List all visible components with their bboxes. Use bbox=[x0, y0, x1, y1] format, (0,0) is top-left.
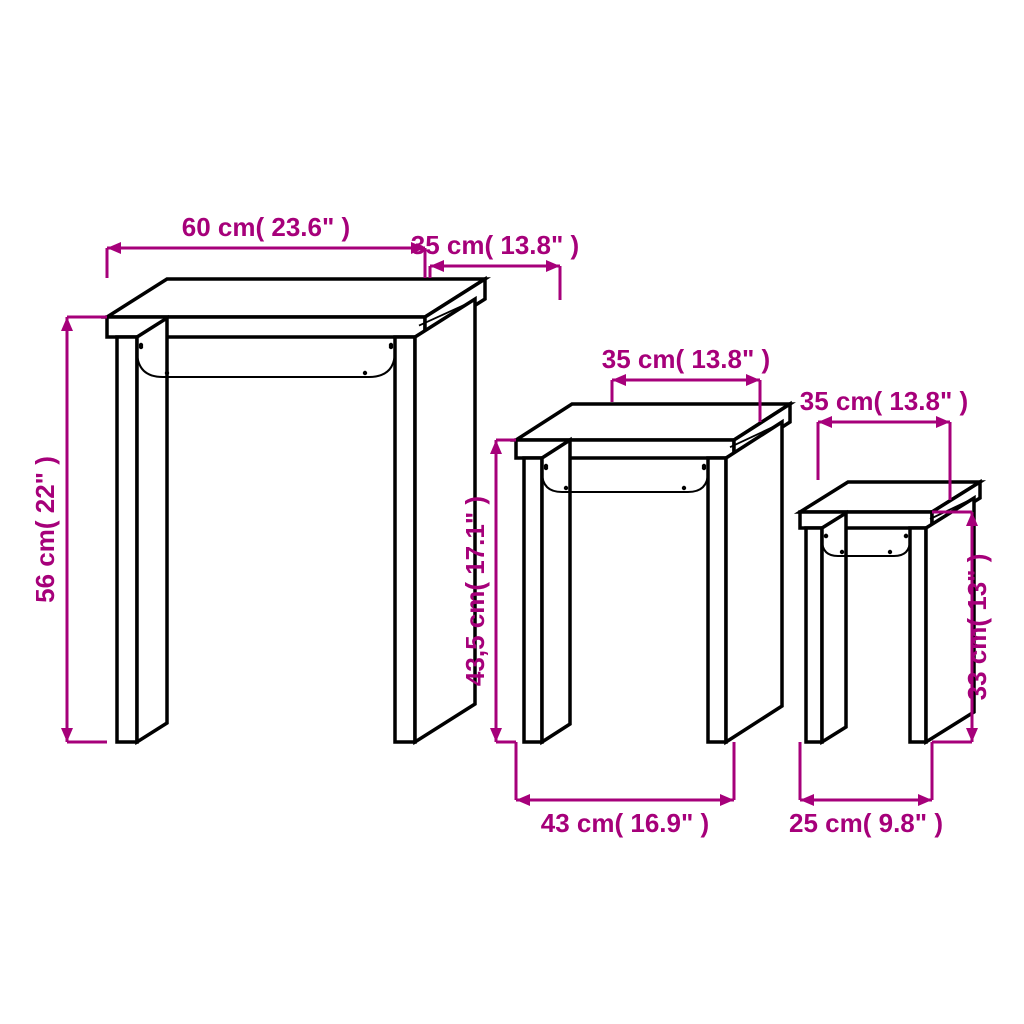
table-small bbox=[800, 482, 980, 742]
rivet-dot bbox=[840, 550, 844, 554]
dimension-diagram: 60 cm( 23.6" ) 35 cm( 13.8" ) 35 cm( 13.8"… bbox=[0, 0, 1024, 1024]
arrowhead-icon bbox=[516, 794, 530, 806]
arrowhead-icon bbox=[936, 416, 950, 428]
arrowhead-icon bbox=[966, 728, 978, 742]
dim-label: 35 cm( 13.8" ) bbox=[800, 386, 968, 416]
dim-label: 35 cm( 13.8" ) bbox=[411, 230, 579, 260]
rivet-dot bbox=[165, 371, 169, 375]
table-large bbox=[107, 279, 485, 742]
arrowhead-icon bbox=[800, 794, 814, 806]
dim-label: 56 cm( 22" ) bbox=[30, 456, 60, 603]
arrowhead-icon bbox=[612, 374, 626, 386]
rivet-dot bbox=[824, 534, 828, 538]
arrowhead-icon bbox=[490, 440, 502, 454]
arrowhead-icon bbox=[746, 374, 760, 386]
dim-label: 43,5 cm( 17.1" ) bbox=[460, 496, 490, 686]
arrowhead-icon bbox=[546, 260, 560, 272]
rivet-dot bbox=[544, 466, 548, 470]
arrowhead-icon bbox=[107, 242, 121, 254]
rivet-dot bbox=[702, 466, 706, 470]
rivet-dot bbox=[139, 345, 143, 349]
arrowhead-icon bbox=[818, 416, 832, 428]
arrowhead-icon bbox=[918, 794, 932, 806]
rivet-dot bbox=[363, 371, 367, 375]
rivet-dot bbox=[389, 345, 393, 349]
arrowhead-icon bbox=[720, 794, 734, 806]
rivet-dot bbox=[904, 534, 908, 538]
dim-label: 25 cm( 9.8" ) bbox=[789, 808, 943, 838]
dim-label: 35 cm( 13.8" ) bbox=[602, 344, 770, 374]
arrowhead-icon bbox=[61, 728, 73, 742]
table-medium bbox=[516, 404, 790, 742]
dim-label: 43 cm( 16.9" ) bbox=[541, 808, 709, 838]
arrowhead-icon bbox=[490, 728, 502, 742]
dim-label: 33 cm( 13" ) bbox=[962, 554, 992, 701]
rivet-dot bbox=[682, 486, 686, 490]
arrowhead-icon bbox=[430, 260, 444, 272]
arrowhead-icon bbox=[61, 317, 73, 331]
rivet-dot bbox=[888, 550, 892, 554]
rivet-dot bbox=[564, 486, 568, 490]
dim-label: 60 cm( 23.6" ) bbox=[182, 212, 350, 242]
